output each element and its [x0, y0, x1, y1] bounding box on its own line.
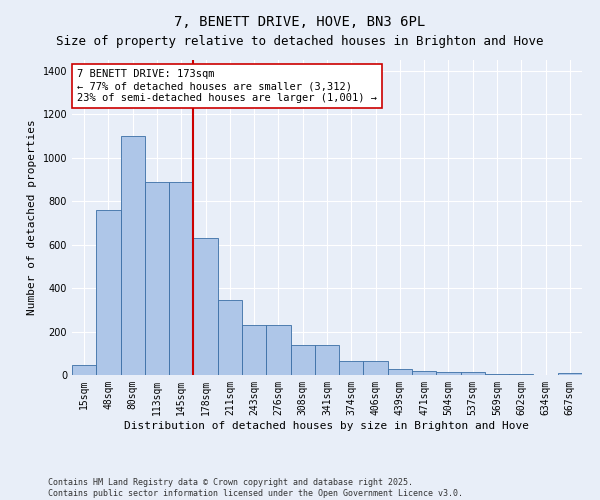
Bar [193, 238, 218, 375]
Bar [242, 325, 266, 375]
Bar [290, 345, 315, 375]
Bar [145, 182, 169, 375]
Bar [436, 372, 461, 375]
Bar [485, 374, 509, 375]
Y-axis label: Number of detached properties: Number of detached properties [27, 120, 37, 316]
Bar [339, 361, 364, 375]
Bar [96, 210, 121, 375]
Bar [315, 345, 339, 375]
Bar [412, 370, 436, 375]
Bar [72, 365, 96, 375]
X-axis label: Distribution of detached houses by size in Brighton and Hove: Distribution of detached houses by size … [125, 420, 530, 430]
Bar [461, 372, 485, 375]
Text: 7 BENETT DRIVE: 173sqm
← 77% of detached houses are smaller (3,312)
23% of semi-: 7 BENETT DRIVE: 173sqm ← 77% of detached… [77, 70, 377, 102]
Bar [169, 182, 193, 375]
Bar [364, 361, 388, 375]
Bar [509, 374, 533, 375]
Text: Contains HM Land Registry data © Crown copyright and database right 2025.
Contai: Contains HM Land Registry data © Crown c… [48, 478, 463, 498]
Text: Size of property relative to detached houses in Brighton and Hove: Size of property relative to detached ho… [56, 35, 544, 48]
Bar [388, 369, 412, 375]
Bar [558, 373, 582, 375]
Bar [121, 136, 145, 375]
Bar [266, 325, 290, 375]
Text: 7, BENETT DRIVE, HOVE, BN3 6PL: 7, BENETT DRIVE, HOVE, BN3 6PL [175, 15, 425, 29]
Bar [218, 300, 242, 375]
